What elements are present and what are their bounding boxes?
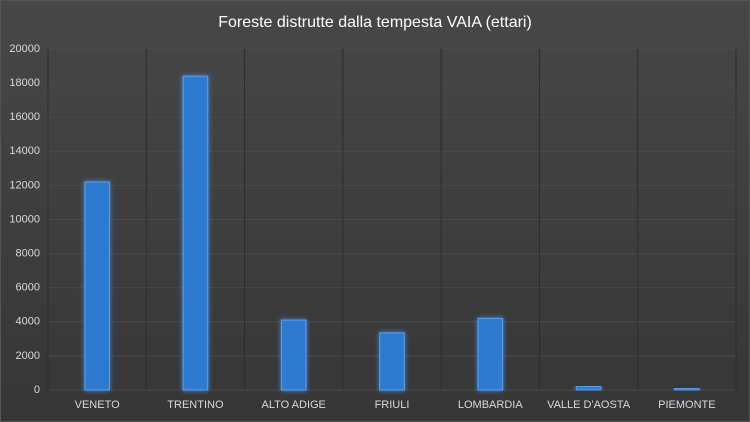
bar [182, 75, 209, 391]
y-tick-label: 16000 [9, 111, 40, 123]
bar [477, 317, 504, 391]
y-tick-label: 12000 [9, 179, 40, 191]
x-tick-label: LOMBARDIA [458, 399, 523, 411]
x-tick-label: TRENTINO [167, 399, 224, 411]
x-tick-label: VALLE D'AOSTA [547, 399, 631, 411]
y-tick-label: 0 [34, 384, 40, 396]
y-tick-label: 18000 [9, 77, 40, 89]
x-tick-label: ALTO ADIGE [262, 399, 326, 411]
y-tick-label: 20000 [9, 43, 40, 55]
bar [280, 319, 307, 391]
bar [575, 386, 602, 391]
chart-title: Foreste distrutte dalla tempesta VAIA (e… [218, 14, 532, 31]
bar [379, 332, 405, 391]
y-tick-label: 4000 [16, 316, 40, 328]
bar [84, 181, 110, 391]
x-tick-label: FRIULI [375, 399, 410, 411]
x-tick-label: PIEMONTE [658, 399, 715, 411]
y-tick-label: 8000 [16, 248, 40, 260]
x-tick-label: VENETO [75, 399, 120, 411]
y-tick-label: 10000 [9, 213, 40, 225]
y-tick-label: 2000 [16, 350, 40, 362]
bar [674, 387, 700, 391]
y-tick-label: 6000 [16, 282, 40, 294]
y-tick-label: 14000 [9, 145, 40, 157]
